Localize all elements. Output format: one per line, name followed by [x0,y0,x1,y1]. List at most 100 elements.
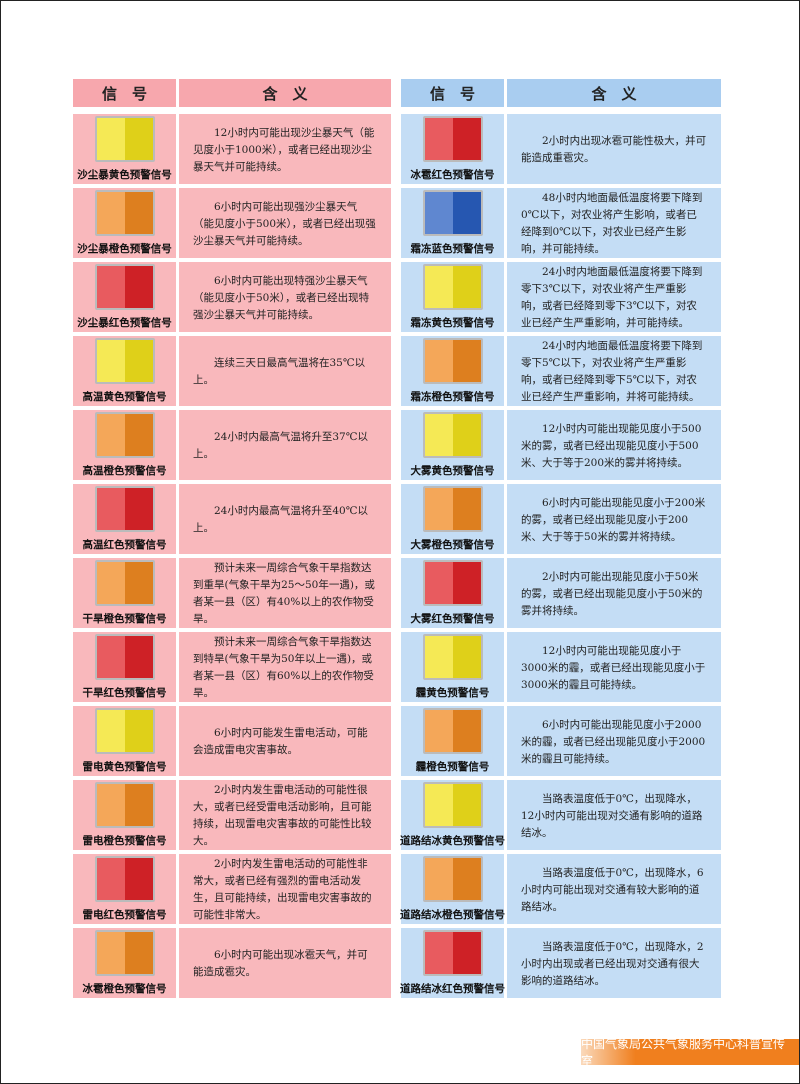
icon-pictogram [96,414,125,456]
signal-icon [422,708,483,754]
signal-icon [94,930,155,976]
meaning-cell: 12小时内可能出现沙尘暴天气（能见度小于1000米），或者已经出现沙尘暴天气并可… [179,114,391,184]
signal-icon [94,708,155,754]
signal-name: 道路结冰红色预警信号 [400,983,505,995]
meaning-cell: 48小时内地面最低温度将要下降到0℃以下，对农业将产生影响，或者已经降到0℃以下… [507,188,721,258]
meaning-cell: 6小时内可能出现能见度小于2000米的霾，或者已经出现能见度小于2000米的霾且… [507,706,721,776]
signal-name: 霜冻蓝色预警信号 [410,243,495,255]
icon-label-area [452,858,481,900]
meaning-cell: 2小时内发生雷电活动的可能性很大，或者已经受雷电活动影响，且可能持续，出现雷电灾… [179,780,391,850]
icon-pictogram [424,710,453,752]
meaning-cell: 预计未来一周综合气象干旱指数达到特旱(气象干旱为50年以上一遇)，或者某一县（区… [179,632,391,702]
signal-icon [422,930,483,976]
icon-label-area [124,192,153,234]
signal-cell: 沙尘暴橙色预警信号 [73,188,176,258]
meaning-cell: 当路表温度低于0℃，出现降水，2小时内出现或者已经出现对交通有很大影响的道路结冰… [507,928,721,998]
signal-cell: 冰雹红色预警信号 [401,114,504,184]
signal-cell: 大雾黄色预警信号 [401,410,504,480]
icon-pictogram [424,414,453,456]
signal-icon [422,560,483,606]
signal-cell: 霾橙色预警信号 [401,706,504,776]
signal-icon [94,338,155,384]
signal-name: 冰雹橙色预警信号 [82,983,167,995]
icon-pictogram [96,784,125,826]
signal-name: 大雾红色预警信号 [410,613,495,625]
header-cell: 信 号 [73,79,176,107]
icon-pictogram [424,488,453,530]
signal-icon [422,116,483,162]
icon-label-area [452,710,481,752]
signal-icon [94,412,155,458]
meaning-cell: 12小时内可能出现能见度小于500米的雾，或者已经出现能见度小于500米、大于等… [507,410,721,480]
signal-name: 冰雹红色预警信号 [410,169,495,181]
icon-pictogram [424,932,453,974]
icon-label-area [452,562,481,604]
signal-name: 高温橙色预警信号 [82,465,167,477]
signal-name: 高温红色预警信号 [82,539,167,551]
signal-name: 大雾橙色预警信号 [410,539,495,551]
signal-name: 霜冻橙色预警信号 [410,391,495,403]
icon-label-area [124,710,153,752]
signal-name: 沙尘暴橙色预警信号 [77,243,172,255]
signal-cell: 干旱橙色预警信号 [73,558,176,628]
signal-cell: 道路结冰红色预警信号 [400,928,505,998]
icon-label-area [124,636,153,678]
meaning-cell: 当路表温度低于0℃，出现降水，12小时内可能出现对交通有影响的道路结冰。 [507,780,721,850]
icon-pictogram [96,340,125,382]
signal-name: 沙尘暴黄色预警信号 [77,169,172,181]
icon-label-area [124,118,153,160]
meaning-cell: 24小时内地面最低温度将要下降到零下3℃以下，对农业将产生严重影响，或者已经降到… [507,262,721,332]
icon-label-area [452,488,481,530]
icon-pictogram [424,192,453,234]
footer: 中国气象局公共气象服务中心科普宣传室 [581,1037,799,1068]
signal-cell: 雷电橙色预警信号 [73,780,176,850]
signal-cell: 道路结冰黄色预警信号 [400,780,505,850]
icon-label-area [124,562,153,604]
icon-label-area [124,858,153,900]
signal-icon [422,856,483,902]
meaning-cell: 2小时内发生雷电活动的可能性非常大，或者已经有强烈的雷电活动发生，且可能持续，出… [179,854,391,924]
signal-cell: 冰雹橙色预警信号 [73,928,176,998]
meaning-cell: 连续三天日最高气温将在35℃以上。 [179,336,391,406]
icon-label-area [452,118,481,160]
signal-cell: 霜冻蓝色预警信号 [401,188,504,258]
signal-cell: 高温红色预警信号 [73,484,176,554]
signal-icon [94,190,155,236]
signal-cell: 道路结冰橙色预警信号 [400,854,505,924]
meaning-cell: 6小时内可能出现能见度小于200米的雾，或者已经出现能见度小于200米、大于等于… [507,484,721,554]
meaning-cell: 2小时内出现冰雹可能性极大，并可能造成重雹灾。 [507,114,721,184]
icon-label-area [452,340,481,382]
signal-cell: 干旱红色预警信号 [73,632,176,702]
icon-pictogram [96,858,125,900]
icon-label-area [452,192,481,234]
icon-pictogram [424,340,453,382]
icon-label-area [124,340,153,382]
icon-pictogram [424,858,453,900]
signal-cell: 沙尘暴红色预警信号 [73,262,176,332]
signal-icon [422,782,483,828]
signal-icon [422,634,483,680]
icon-label-area [452,414,481,456]
signal-name: 霜冻黄色预警信号 [410,317,495,329]
meaning-cell: 2小时内可能出现能见度小于50米的雾，或者已经出现能见度小于50米的雾并将持续。 [507,558,721,628]
signal-cell: 雷电红色预警信号 [73,854,176,924]
meaning-cell: 6小时内可能出现冰雹天气，并可能造成雹灾。 [179,928,391,998]
header-cell: 信 号 [401,79,504,107]
signal-cell: 雷电黄色预警信号 [73,706,176,776]
icon-label-area [124,932,153,974]
signal-cell: 霾黄色预警信号 [401,632,504,702]
icon-pictogram [424,118,453,160]
signal-cell: 大雾橙色预警信号 [401,484,504,554]
signal-icon [94,856,155,902]
meaning-cell: 24小时内最高气温将升至40℃以上。 [179,484,391,554]
icon-label-area [452,784,481,826]
meaning-cell: 24小时内最高气温将升至37℃以上。 [179,410,391,480]
signal-icon [94,486,155,532]
icon-label-area [124,414,153,456]
signal-cell: 沙尘暴黄色预警信号 [73,114,176,184]
meaning-cell: 6小时内可能发生雷电活动，可能会造成雷电灾害事故。 [179,706,391,776]
meaning-cell: 6小时内可能出现特强沙尘暴天气（能见度小于50米），或者已经出现特强沙尘暴天气并… [179,262,391,332]
signal-name: 霾黄色预警信号 [415,687,490,699]
signal-icon [422,338,483,384]
